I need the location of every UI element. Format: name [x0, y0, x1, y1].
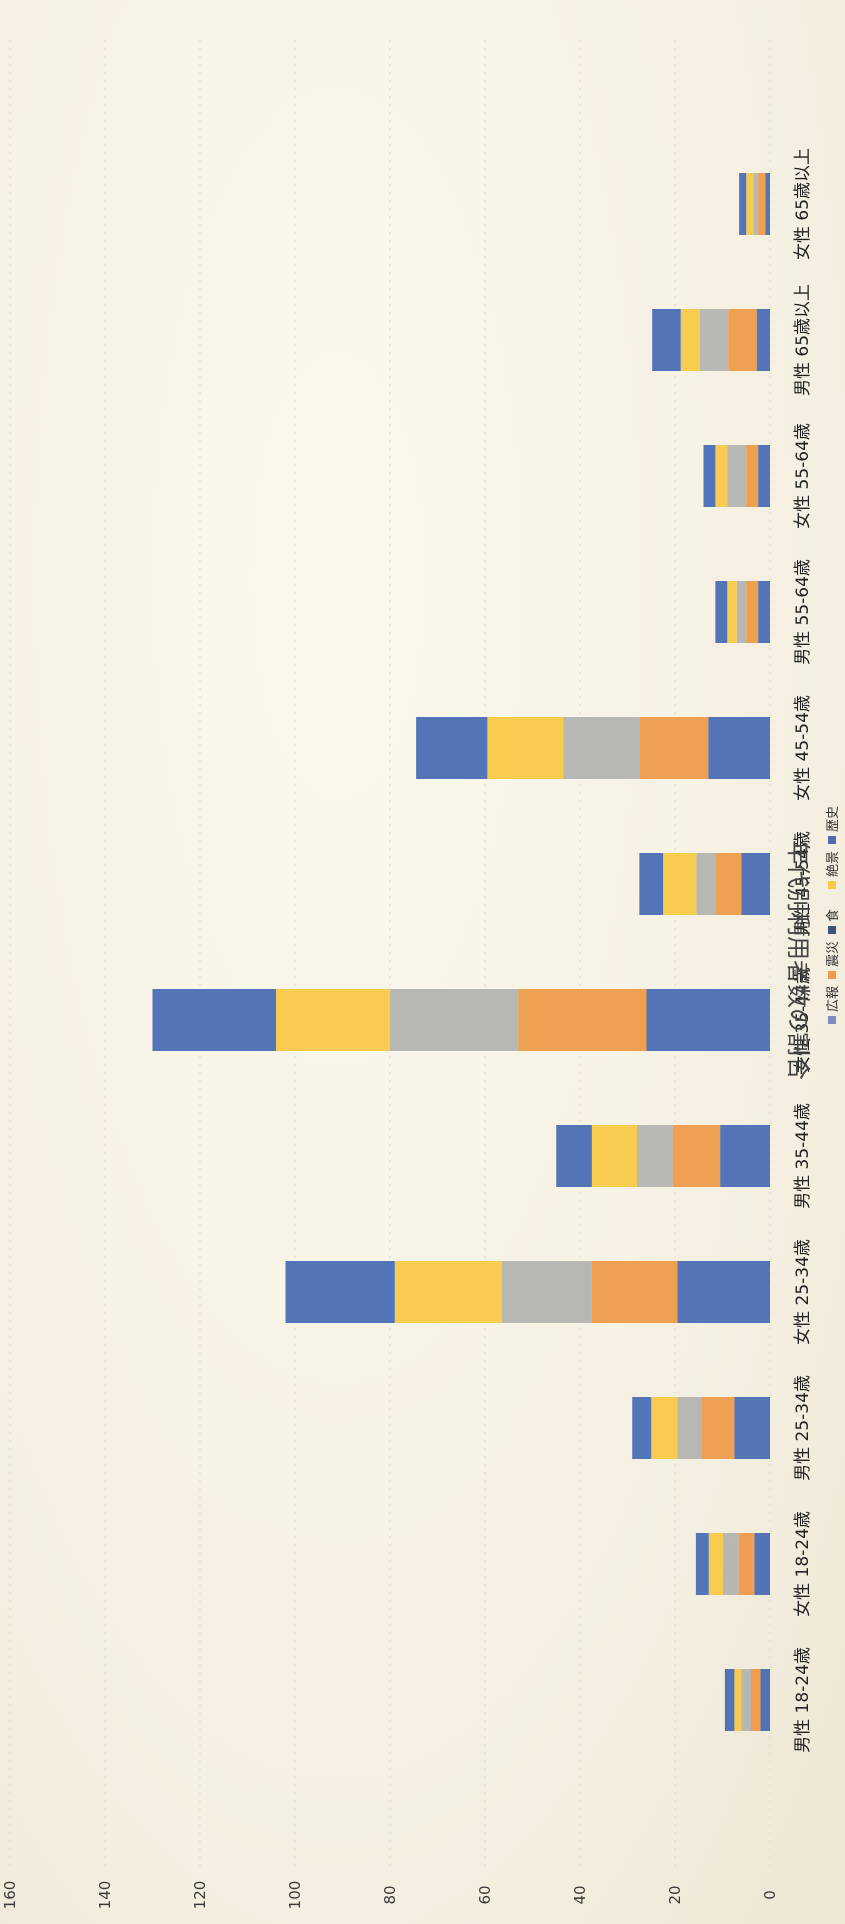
bar-segment: [677, 1261, 770, 1323]
y-tick-label: 160: [1, 1881, 19, 1910]
category-label: 女性 45-54歳: [793, 695, 813, 801]
bar-segment: [754, 1533, 770, 1595]
bar-segment: [416, 717, 488, 779]
category-label: 女性 65歳以上: [793, 148, 813, 260]
category-label: 男性 55-64歳: [793, 559, 813, 665]
bar-segment: [715, 581, 728, 643]
bar-segment: [152, 989, 276, 1051]
bar-segment: [703, 445, 716, 507]
category-label: 男性 35-44歳: [793, 1103, 813, 1209]
bar-segment: [758, 173, 766, 235]
bar-segment: [672, 1125, 721, 1187]
bar-segment: [739, 173, 747, 235]
bar-segment: [276, 989, 390, 1051]
bar-segment: [741, 1669, 751, 1731]
legend-label: 絶景: [825, 851, 841, 877]
bar-segment: [680, 309, 700, 371]
y-tick-label: 20: [666, 1885, 684, 1904]
legend-swatch: [828, 1016, 836, 1024]
bar-series: [152, 173, 770, 1731]
bar-segment: [736, 581, 747, 643]
bar-segment: [728, 309, 757, 371]
bar-segment: [699, 309, 729, 371]
bar-segment: [696, 853, 716, 915]
legend-label: 食: [825, 909, 841, 922]
bar-segment: [591, 1261, 678, 1323]
category-label: 男性 45-54歳: [793, 831, 813, 937]
bar-segment: [734, 1397, 770, 1459]
bar-segment: [720, 1125, 770, 1187]
category-label: 女性 25-34歳: [793, 1239, 813, 1345]
category-label: 女性 18-24歳: [793, 1511, 813, 1617]
category-label: 男性 25-34歳: [793, 1375, 813, 1481]
bar-segment: [746, 581, 759, 643]
bar-segment: [708, 717, 770, 779]
bar-segment: [724, 1669, 735, 1731]
bar-segment: [639, 717, 709, 779]
bar-segment: [715, 445, 728, 507]
bar-segment: [753, 173, 759, 235]
bar-segment: [646, 989, 770, 1051]
bar-segment: [285, 1261, 395, 1323]
y-tick-label: 60: [476, 1885, 494, 1904]
bar-segment: [695, 1533, 709, 1595]
bar-segment: [746, 173, 754, 235]
bar-segment: [651, 1397, 678, 1459]
bar-segment: [708, 1533, 723, 1595]
bar-segment: [556, 1125, 592, 1187]
bar-segment: [765, 173, 770, 235]
bar-segment: [390, 989, 519, 1051]
bar-segment: [652, 309, 681, 371]
y-tick-label: 0: [761, 1890, 779, 1900]
bar-segment: [758, 581, 770, 643]
bar-segment: [701, 1397, 735, 1459]
y-axis-ticks: 0 20 40 60 80 100 120 140 160: [1, 1881, 779, 1910]
bar-segment: [746, 445, 759, 507]
legend-swatch: [828, 836, 836, 844]
category-label: 男性 65歳以上: [793, 284, 813, 396]
y-tick-label: 100: [286, 1881, 304, 1910]
bar-segment: [563, 717, 640, 779]
bar-segment: [738, 1533, 755, 1595]
bar-segment: [637, 1125, 673, 1187]
bar-segment: [727, 581, 737, 643]
legend-label: 歴史: [826, 806, 841, 832]
category-label: 女性 55-64歳: [793, 423, 813, 529]
y-tick-label: 140: [96, 1881, 114, 1910]
bar-segment: [487, 717, 564, 779]
bar-segment: [632, 1397, 652, 1459]
bar-segment: [394, 1261, 502, 1323]
legend-label: 震災: [826, 941, 841, 967]
bar-segment: [677, 1397, 702, 1459]
y-tick-label: 80: [381, 1885, 399, 1904]
chart-title: 年代別利用者数の割合: [784, 840, 812, 1080]
y-tick-label: 120: [191, 1881, 209, 1910]
bar-segment: [760, 1669, 770, 1731]
bar-segment: [715, 853, 742, 915]
bar-segment: [727, 445, 747, 507]
bar-segment: [722, 1533, 739, 1595]
legend-label: 広報: [826, 986, 841, 1012]
bar-segment: [518, 989, 647, 1051]
legend-swatch: [828, 971, 836, 979]
y-tick-label: 40: [571, 1885, 589, 1904]
category-label: 女性 35-44歳: [793, 967, 813, 1073]
bar-segment: [501, 1261, 592, 1323]
bar-segment: [758, 445, 770, 507]
bar-segment: [639, 853, 664, 915]
legend-swatch: [828, 926, 836, 934]
bar-segment: [756, 309, 770, 371]
bar-segment: [663, 853, 697, 915]
category-label: 男性 18-24歳: [793, 1647, 813, 1753]
bar-segment: [741, 853, 770, 915]
bar-segment: [591, 1125, 637, 1187]
legend-swatch: [828, 881, 836, 889]
bar-segment: [734, 1669, 742, 1731]
bar-segment: [751, 1669, 761, 1731]
